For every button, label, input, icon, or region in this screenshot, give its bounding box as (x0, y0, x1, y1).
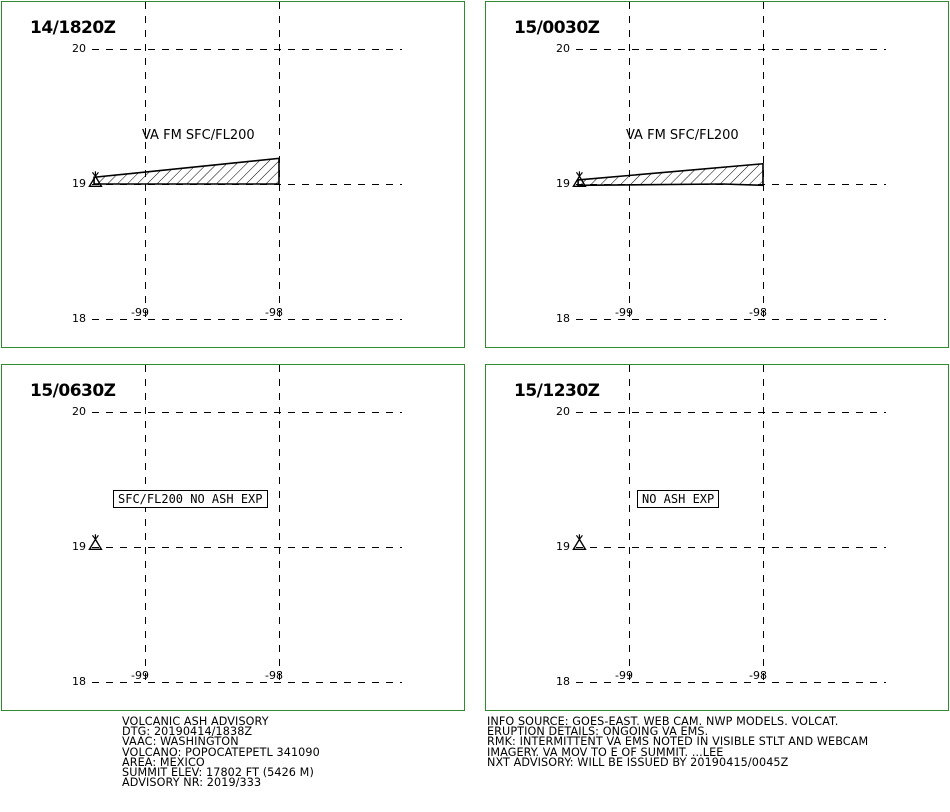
footer-line: ADVISORY NR: 2019/333 (122, 776, 262, 790)
advisory-details-text: INFO SOURCE: GOES-EAST. WEB CAM. NWP MOD… (487, 715, 869, 769)
volcano-icon (572, 534, 587, 551)
longitude-label: -99 (615, 306, 633, 319)
footer-line: INFO SOURCE: GOES-EAST. WEB CAM. NWP MOD… (487, 715, 839, 728)
longitude-label: -98 (749, 669, 767, 682)
panel-time-title: 15/0030Z (514, 18, 600, 38)
map-canvas (572, 2, 886, 322)
no-ash-label: NO ASH EXP (637, 490, 720, 508)
latitude-label: 20 (556, 42, 570, 55)
longitude-label: -98 (265, 306, 283, 319)
ash-height-label: VA FM SFC/FL200 (142, 128, 255, 143)
footer-line: VAAC: WASHINGTON (122, 735, 239, 749)
map-panel: 14/1820Z 20 19 18 -99 -98 VA FM SFC/FL200 (1, 1, 465, 348)
panel-time-title: 15/0630Z (30, 381, 116, 401)
volcano-icon (88, 171, 103, 188)
footer-line: IMAGERY. VA MOV TO E OF SUMMIT. ...LEE (487, 745, 724, 759)
longitude-label: -99 (131, 669, 149, 682)
latitude-label: 19 (72, 177, 86, 190)
panel-time-title: 14/1820Z (30, 18, 116, 38)
footer-line: RMK: INTERMITTENT VA EMS NOTED IN VISIBL… (487, 735, 869, 749)
latitude-label: 20 (556, 405, 570, 418)
longitude-label: -98 (749, 306, 767, 319)
latitude-label: 18 (72, 675, 86, 688)
ash-cloud-polygon (93, 157, 280, 185)
map-canvas (572, 365, 886, 685)
map-panel: 15/0630Z 20 19 18 -99 -98 SFC/FL200 NO ASH EXP (1, 364, 465, 711)
footer-line: AREA: MEXICO (122, 755, 205, 769)
map-canvas (88, 2, 402, 322)
longitude-label: -99 (615, 669, 633, 682)
volcano-icon (572, 171, 587, 188)
latitude-label: 19 (556, 540, 570, 553)
footer-line: NXT ADVISORY: WILL BE ISSUED BY 20190415… (487, 755, 789, 769)
advisory-header-text: VOLCANIC ASH ADVISORY DTG: 20190414/1838… (122, 715, 320, 790)
longitude-label: -98 (265, 669, 283, 682)
map-panel: 15/1230Z 20 19 18 -99 -98 NO ASH EXP (485, 364, 949, 711)
footer-line: VOLCANO: POPOCATEPETL 341090 (122, 745, 320, 759)
footer-line: SUMMIT ELEV: 17802 FT (5426 M) (122, 765, 314, 779)
footer-line: VOLCANIC ASH ADVISORY (122, 715, 269, 728)
latitude-label: 19 (72, 540, 86, 553)
footer-line: ERUPTION DETAILS: ONGOING VA EMS. (487, 725, 709, 739)
map-canvas (88, 365, 402, 685)
volcano-icon (88, 534, 103, 551)
ash-cloud-polygon (577, 162, 764, 187)
latitude-label: 18 (556, 312, 570, 325)
latitude-label: 18 (72, 312, 86, 325)
longitude-label: -99 (131, 306, 149, 319)
panel-time-title: 15/1230Z (514, 381, 600, 401)
no-ash-label: SFC/FL200 NO ASH EXP (113, 490, 268, 508)
latitude-label: 20 (72, 405, 86, 418)
ash-height-label: VA FM SFC/FL200 (626, 128, 739, 143)
latitude-label: 18 (556, 675, 570, 688)
map-panel: 15/0030Z 20 19 18 -99 -98 VA FM SFC/FL200 (485, 1, 949, 348)
footer-line: DTG: 20190414/1838Z (122, 725, 253, 739)
latitude-label: 20 (72, 42, 86, 55)
latitude-label: 19 (556, 177, 570, 190)
